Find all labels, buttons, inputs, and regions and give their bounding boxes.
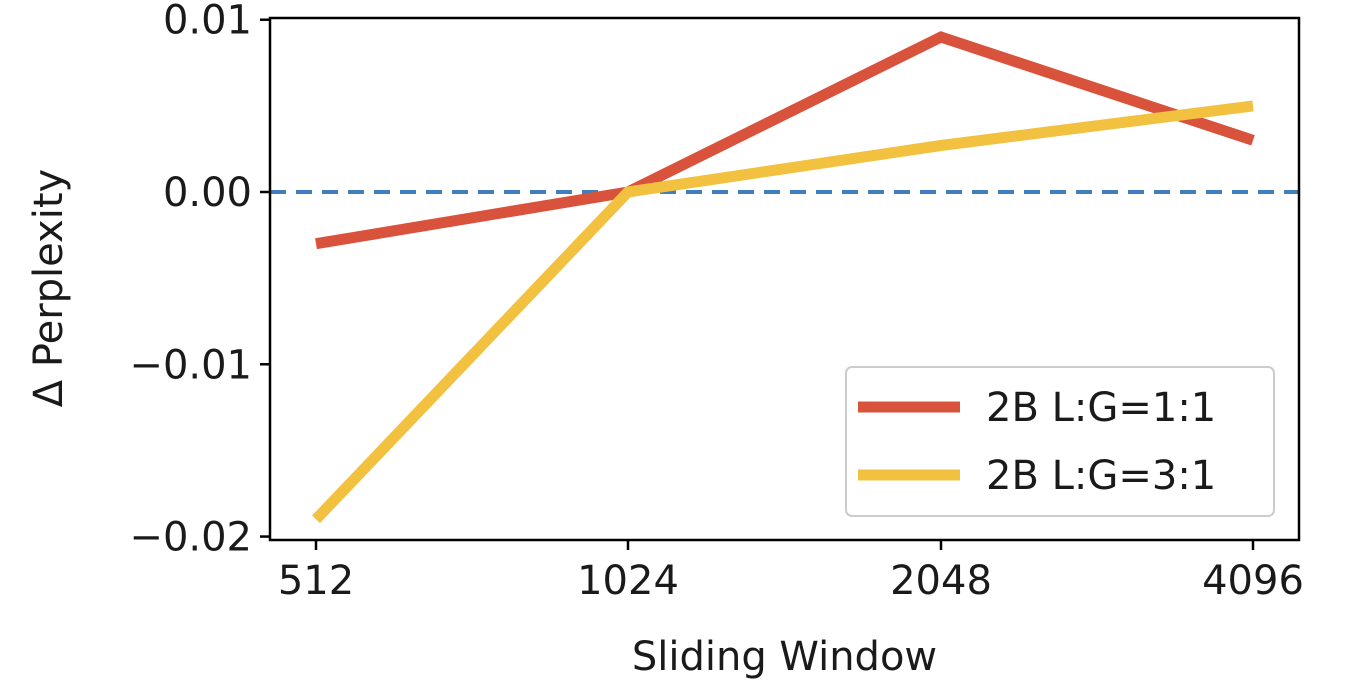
series-line-2 [312,100,1254,524]
y-tick-label: 0.00 [163,170,252,216]
series-line-1 [315,31,1255,250]
x-tick-label: 512 [278,558,354,604]
legend: 2B L:G=1:1 2B L:G=3:1 [845,366,1275,517]
series-layer [312,31,1255,524]
x-tick-label: 1024 [577,558,679,604]
plot-frame [268,16,1301,542]
y-tick-label: −0.02 [129,515,252,561]
legend-entry-label: 2B L:G=3:1 [986,453,1216,499]
legend-entry-label: 2B L:G=1:1 [986,385,1216,431]
x-axis-ticks: 512 1024 2048 4096 [278,540,1304,604]
y-axis-ticks: 0.01 0.00 −0.01 −0.02 [129,0,270,561]
y-tick-label: 0.01 [163,0,252,44]
x-tick-label: 4096 [1202,558,1304,604]
y-axis-label: Δ Perplexity [26,169,72,407]
x-tick-label: 2048 [890,558,992,604]
x-axis-label: Sliding Window [632,634,937,680]
y-tick-label: −0.01 [129,342,252,388]
